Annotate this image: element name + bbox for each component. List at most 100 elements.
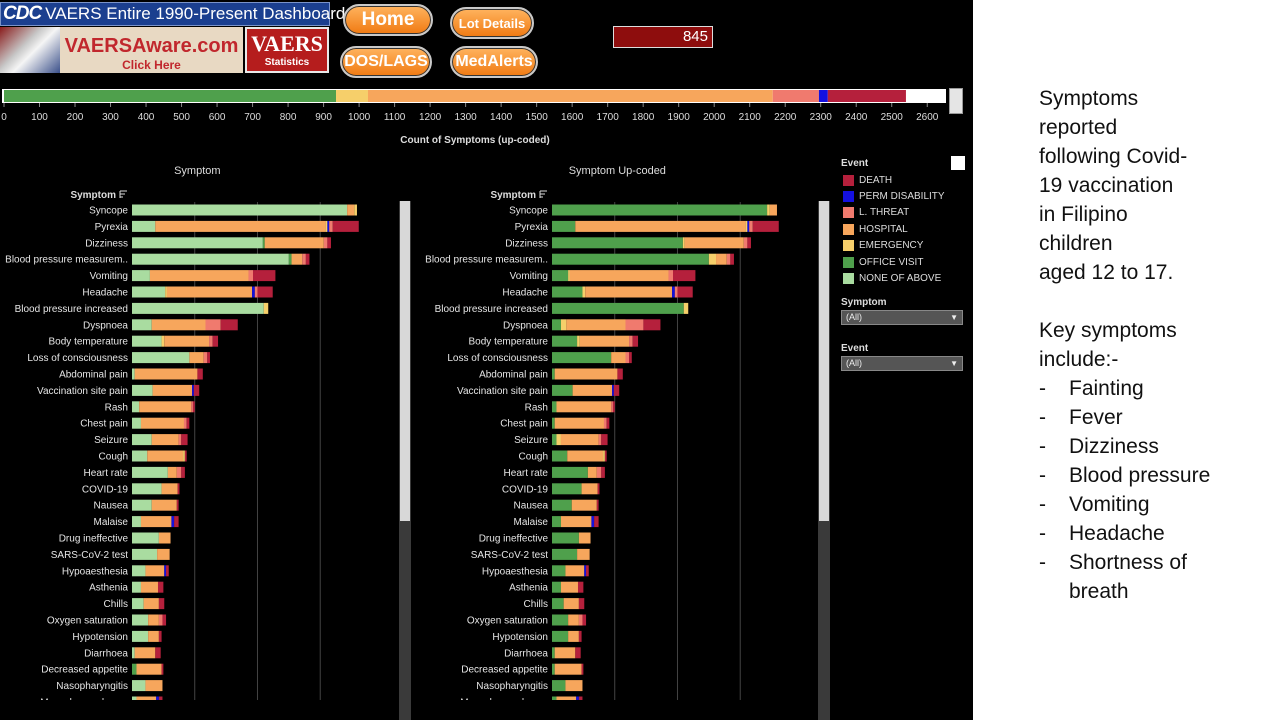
- slide-bullet-item: - Headache: [1039, 519, 1269, 548]
- legend-item-l-threat[interactable]: L. THREAT: [843, 206, 909, 220]
- bar-body-temperature-hospital: [579, 335, 630, 347]
- bar-vomiting-hospital: [149, 270, 249, 282]
- legend-item-emergency[interactable]: EMERGENCY: [843, 239, 923, 253]
- vaers-statistics-link[interactable]: VAERS Statistics: [245, 27, 329, 73]
- bar-dyspnoea-l-threat: [625, 319, 644, 331]
- bar-diarrhoea-hospital: [554, 647, 576, 659]
- legend-item-death[interactable]: DEATH: [843, 173, 892, 187]
- bar-dizziness-death: [327, 237, 331, 249]
- medalerts-button[interactable]: MedAlerts: [450, 46, 538, 78]
- sort-icon: [119, 190, 127, 198]
- bar-blood-pressure-increased-emergency: [263, 302, 269, 314]
- slide-bullet-item: - Dizziness: [1039, 432, 1269, 461]
- bar-body-temperature-hospital: [164, 335, 210, 347]
- legend-item-office-visit[interactable]: OFFICE VISIT: [843, 255, 923, 269]
- y-tick-label: Dizziness: [85, 238, 128, 249]
- symptom-chart-scroll-thumb[interactable]: [400, 201, 410, 521]
- bar-dizziness-l-threat: [743, 237, 748, 249]
- y-tick-label: Muscular weakness: [40, 698, 128, 701]
- summary-bar-hospital: [367, 90, 773, 102]
- bar-blood-pressure-measurem-office-visit: [288, 253, 292, 265]
- lot-details-button[interactable]: Lot Details: [450, 7, 534, 39]
- bar-blood-pressure-measurem-office-visit: [552, 253, 709, 265]
- bar-abdominal-pain-office-visit: [552, 368, 555, 380]
- bar-hypotension-hospital: [568, 630, 579, 642]
- x-tick-label: 600: [209, 112, 226, 123]
- bar-abdominal-pain-death: [617, 368, 623, 380]
- x-tick-label: 2200: [774, 112, 797, 123]
- cdc-title-banner[interactable]: CDC VAERS Entire 1990-Present Dashboard: [0, 2, 345, 26]
- y-tick-label: Cough: [99, 452, 128, 463]
- bar-muscular-weakness-death: [578, 696, 583, 700]
- y-tick-label: Abdominal pain: [59, 370, 128, 381]
- chevron-down-icon: ▼: [950, 359, 958, 368]
- legend-item-hospital[interactable]: HOSPITAL: [843, 222, 908, 236]
- x-tick-label: 200: [67, 112, 84, 123]
- y-tick-label: Drug ineffective: [59, 534, 129, 545]
- bar-sars-cov-2-test-hospital: [157, 548, 170, 560]
- vaersaware-link[interactable]: VAERSAware.com Click Here: [60, 27, 243, 73]
- summary-bar-l-threat: [772, 90, 819, 102]
- slide-heading-line: children: [1039, 232, 1113, 255]
- event-filter-title: Event: [841, 343, 869, 354]
- bar-body-temperature-l-threat: [209, 335, 213, 347]
- x-tick-label: 1300: [454, 112, 477, 123]
- y-tick-label: Decreased appetite: [41, 665, 128, 676]
- bar-sars-cov-2-test-office-visit: [552, 548, 578, 560]
- dos-lags-button[interactable]: DOS/LAGS: [340, 46, 432, 78]
- bar-dyspnoea-l-threat: [205, 319, 221, 331]
- x-tick-label: 500: [173, 112, 190, 123]
- legend-label: DEATH: [859, 174, 893, 186]
- slide-heading-line: aged 12 to 17.: [1039, 261, 1174, 284]
- legend-toggle[interactable]: [951, 156, 965, 170]
- bar-cough-emergency: [603, 450, 605, 462]
- bullet-text: Fever: [1069, 406, 1123, 429]
- upcoded-chart-scrollbar[interactable]: [818, 201, 830, 720]
- summary-scroll-handle[interactable]: [949, 88, 963, 114]
- y-tick-label: Hypotension: [72, 632, 128, 643]
- bullet-dash: -: [1039, 522, 1046, 545]
- x-tick-label: 900: [315, 112, 332, 123]
- bullet-text: Vomiting: [1069, 493, 1150, 516]
- bar-hypotension-death: [578, 630, 582, 642]
- x-tick-label: 1700: [597, 112, 620, 123]
- bar-pyrexia-hospital: [155, 220, 326, 232]
- symptom-filter-select[interactable]: (All) ▼: [841, 310, 963, 325]
- bar-diarrhoea-death: [575, 647, 581, 659]
- legend-item-none-of-above[interactable]: NONE OF ABOVE: [843, 271, 941, 285]
- bar-vomiting-death: [673, 270, 696, 282]
- bar-hypoaesthesia-death: [586, 565, 589, 577]
- bar-syncope-hospital: [769, 204, 777, 216]
- legend-swatch: [843, 223, 854, 235]
- bar-seizure-l-threat: [598, 434, 602, 446]
- symptom-filter-value: (All): [846, 312, 862, 322]
- y-tick-label: Loss of consciousness: [447, 353, 548, 364]
- bar-pyrexia-emergency: [325, 220, 328, 232]
- bar-malaise-none-of-above: [132, 516, 141, 528]
- bar-body-temperature-l-threat: [629, 335, 633, 347]
- slide-bullet-item: - Blood pressure: [1039, 461, 1269, 490]
- bar-dizziness-l-threat: [323, 237, 328, 249]
- upcoded-chart-scroll-thumb[interactable]: [819, 201, 829, 521]
- bar-nasopharyngitis-hospital: [565, 680, 583, 692]
- bar-hypotension-office-visit: [552, 630, 569, 642]
- bar-chills-death: [158, 598, 165, 610]
- legend-item-perm-disability[interactable]: PERM DISABILITY: [843, 189, 945, 203]
- bar-nausea-hospital: [571, 499, 597, 511]
- bar-diarrhoea-none-of-above: [132, 647, 135, 659]
- home-button[interactable]: Home: [343, 4, 433, 36]
- bar-decreased-appetite-office-visit: [132, 663, 137, 675]
- bar-body-temperature-emergency: [577, 335, 580, 347]
- y-tick-label: Hypoaesthesia: [482, 566, 549, 577]
- bar-blood-pressure-measurem-none-of-above: [132, 253, 289, 265]
- bar-vaccination-site-pain-death: [193, 384, 200, 396]
- symptom-chart-scrollbar[interactable]: [399, 201, 411, 720]
- bar-blood-pressure-measurem-l-threat: [302, 253, 306, 265]
- bar-decreased-appetite-hospital: [554, 663, 582, 675]
- y-tick-label: COVID-19: [82, 484, 129, 495]
- bar-oxygen-saturation-none-of-above: [132, 614, 149, 626]
- bar-diarrhoea-office-visit: [552, 647, 555, 659]
- event-filter-select[interactable]: (All) ▼: [841, 356, 963, 371]
- y-tick-label: Seizure: [94, 435, 128, 446]
- y-tick-label: Oxygen saturation: [467, 616, 548, 627]
